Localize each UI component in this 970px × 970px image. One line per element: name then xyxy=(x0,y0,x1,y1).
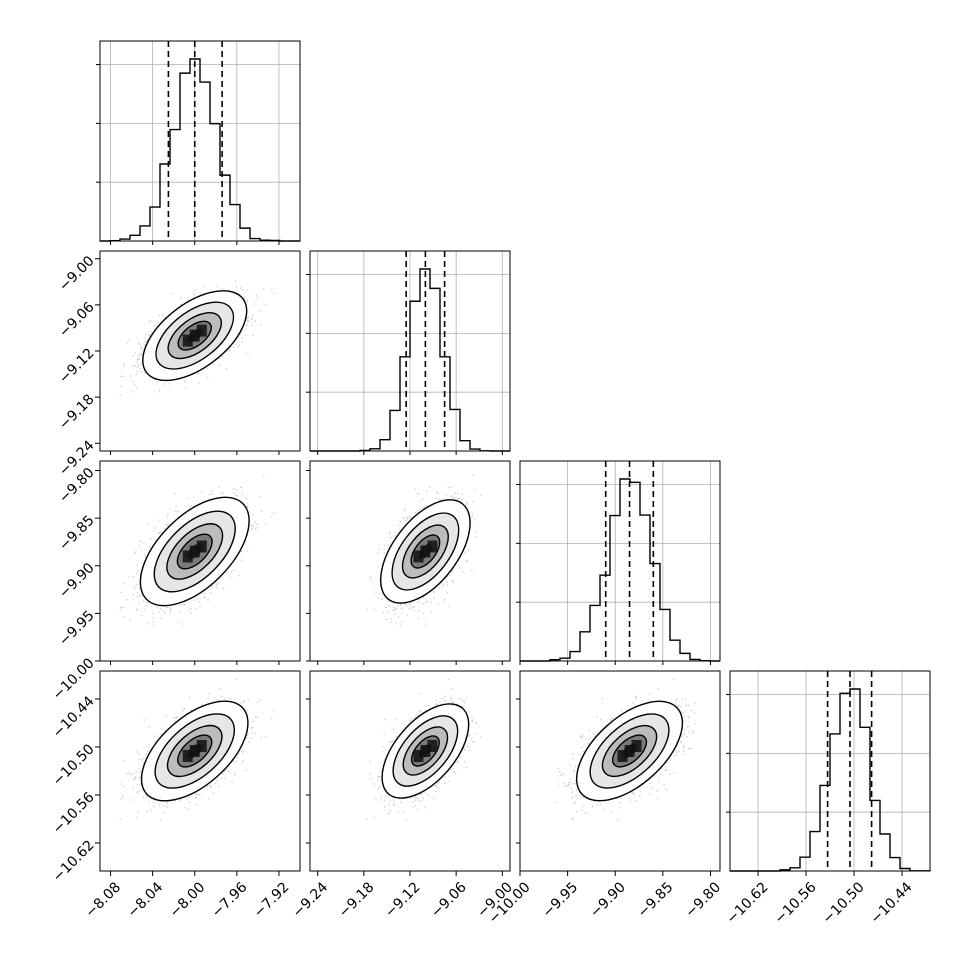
y-tick-label: −9.90 xyxy=(56,560,98,602)
density-core-bin xyxy=(196,740,207,752)
x-axis-param-1: −8.08 −8.04 −8.00 −7.96 −7.92 xyxy=(82,871,293,921)
density-core-bin xyxy=(182,550,193,563)
x-tick-label: −8.08 xyxy=(82,879,124,921)
x-tick-label: −8.00 xyxy=(167,879,209,921)
density-core-bin xyxy=(189,545,200,558)
x-tick-label: −9.06 xyxy=(428,879,470,921)
panel-frame xyxy=(99,670,301,872)
y-tick-label: −10.56 xyxy=(50,789,98,837)
hist-panel-4 xyxy=(726,670,931,872)
panel-frame xyxy=(519,460,721,662)
density-core-bin xyxy=(189,329,200,342)
y-tick-label: −9.85 xyxy=(56,512,98,554)
x-tick-label: −9.18 xyxy=(336,879,378,921)
density-core-bin xyxy=(427,540,438,553)
y-tick-label: −9.00 xyxy=(56,253,98,295)
x-tick-label: −10.62 xyxy=(724,879,772,927)
x-tick-label: −7.92 xyxy=(251,879,293,921)
y-tick-label: −10.62 xyxy=(50,837,98,885)
panel-frame xyxy=(99,40,301,242)
density-core-bin xyxy=(413,750,424,762)
y-axis-param-2: −9.24−9.18−9.12−9.06−9.00 xyxy=(56,253,100,479)
scatter-panel-3-2 xyxy=(309,460,511,662)
density-core-bin xyxy=(420,545,431,558)
panel-frame xyxy=(519,670,721,872)
density-core-bin xyxy=(420,745,431,757)
x-tick-label: −9.12 xyxy=(382,879,424,921)
x-axis-param-4: −10.62 −10.56 −10.50 −10.44 xyxy=(724,871,916,927)
x-tick-label: −10.56 xyxy=(772,879,820,927)
scatter-panel-2-1 xyxy=(99,250,301,452)
panel-frame xyxy=(729,670,931,872)
y-axis-param-4: −10.62−10.56−10.50−10.44 xyxy=(50,693,100,885)
x-tick-label: −10.50 xyxy=(820,879,868,927)
x-axis-param-3: −10.00 −9.95 −9.90 −9.85 −9.80 xyxy=(486,871,724,927)
y-tick-label: −9.95 xyxy=(56,608,98,650)
y-tick-label: −9.06 xyxy=(56,299,98,341)
density-core-bin xyxy=(196,540,207,553)
hist-panel-1 xyxy=(96,40,301,242)
x-tick-label: −9.80 xyxy=(682,879,724,921)
scatter-panel-4-2 xyxy=(309,670,511,872)
density-core-bin xyxy=(624,745,635,757)
x-tick-label: −7.96 xyxy=(209,879,251,921)
density-core-bin xyxy=(413,550,424,563)
y-axis-param-3: −10.00−9.95−9.90−9.85−9.80 xyxy=(50,465,100,703)
histogram-step xyxy=(100,58,300,242)
density-core-bin xyxy=(427,740,438,752)
density-core-bin xyxy=(631,740,642,752)
y-tick-label: −10.50 xyxy=(50,741,98,789)
y-tick-label: −9.12 xyxy=(56,345,98,387)
scatter-panel-4-1 xyxy=(99,670,301,872)
x-tick-label: −10.44 xyxy=(868,879,916,927)
x-tick-label: −8.04 xyxy=(125,879,167,921)
density-core-bin xyxy=(617,750,628,762)
scatter-panel-4-3 xyxy=(519,670,721,872)
hist-panel-2 xyxy=(306,250,511,452)
histogram-step xyxy=(520,478,720,662)
density-core-bin xyxy=(182,750,193,762)
x-tick-label: −9.85 xyxy=(635,879,677,921)
scatter-panel-3-1 xyxy=(99,460,301,662)
density-core-bin xyxy=(196,324,207,337)
panel-frame xyxy=(99,460,301,662)
y-tick-label: −9.18 xyxy=(56,391,98,433)
hist-panel-3 xyxy=(516,460,721,662)
x-tick-label: −9.95 xyxy=(540,879,582,921)
histogram-step xyxy=(730,688,931,872)
density-core-bin xyxy=(182,334,193,347)
x-axis-param-2: −9.24 −9.18 −9.12 −9.06 −9.00 xyxy=(290,871,516,921)
y-tick-label: −10.00 xyxy=(50,655,98,703)
x-tick-label: −9.90 xyxy=(587,879,629,921)
x-tick-label: −9.24 xyxy=(290,879,332,921)
density-core-bin xyxy=(189,745,200,757)
